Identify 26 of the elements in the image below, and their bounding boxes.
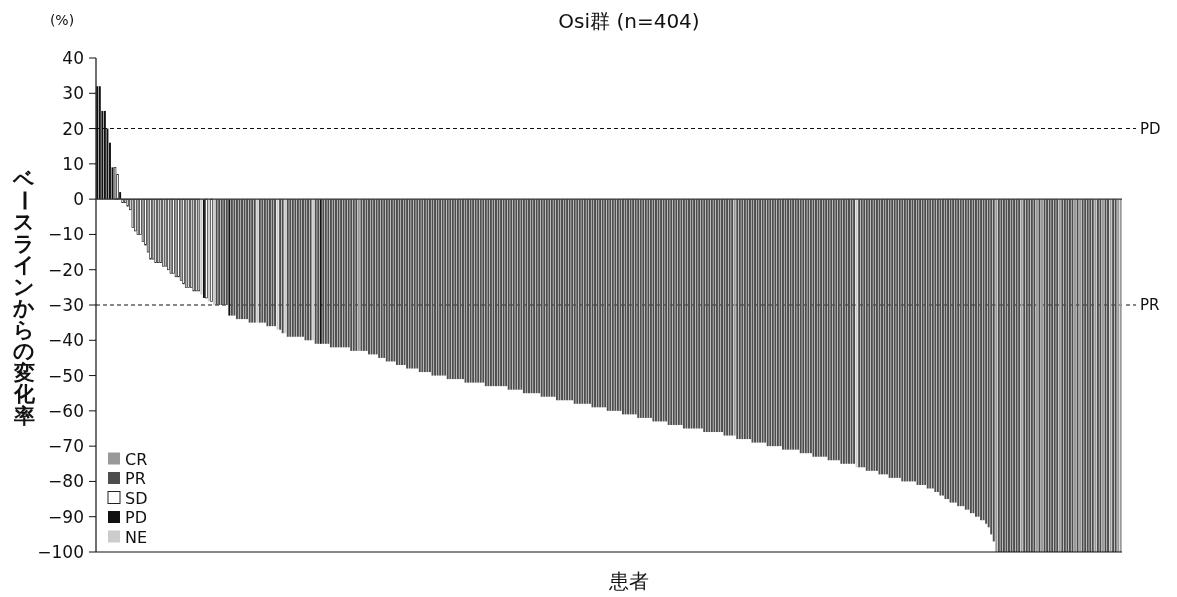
ytick: −70 [48, 436, 84, 457]
ref-label: PR [1140, 296, 1160, 314]
ytick: 30 [62, 83, 84, 104]
legend-label: CR [125, 449, 148, 469]
ytick: −20 [48, 259, 84, 280]
ytick: 0 [73, 189, 84, 210]
xlabel: 患者 [609, 569, 649, 593]
ylabel: ベースラインからの変化率 [11, 167, 36, 428]
ytick: −60 [48, 400, 84, 421]
ytick: −30 [48, 295, 84, 315]
ytick: 10 [62, 153, 84, 174]
ytick: −100 [37, 542, 84, 562]
legend-label: PD [125, 508, 147, 527]
annotation: (%) [49, 12, 75, 28]
ytick: −10 [48, 224, 84, 245]
ytick: 20 [62, 118, 84, 139]
legend-label: PR [125, 469, 146, 488]
ytick: −50 [48, 365, 84, 386]
ref-label: PD [1140, 119, 1161, 138]
ytick: −90 [48, 506, 84, 527]
ytick: 40 [62, 48, 84, 68]
legend-label: SD [125, 488, 148, 508]
title: Osi群 (n=404) [558, 9, 700, 33]
legend-label: NE [125, 527, 148, 547]
ytick: −80 [48, 471, 84, 492]
ytick: −40 [48, 330, 84, 351]
